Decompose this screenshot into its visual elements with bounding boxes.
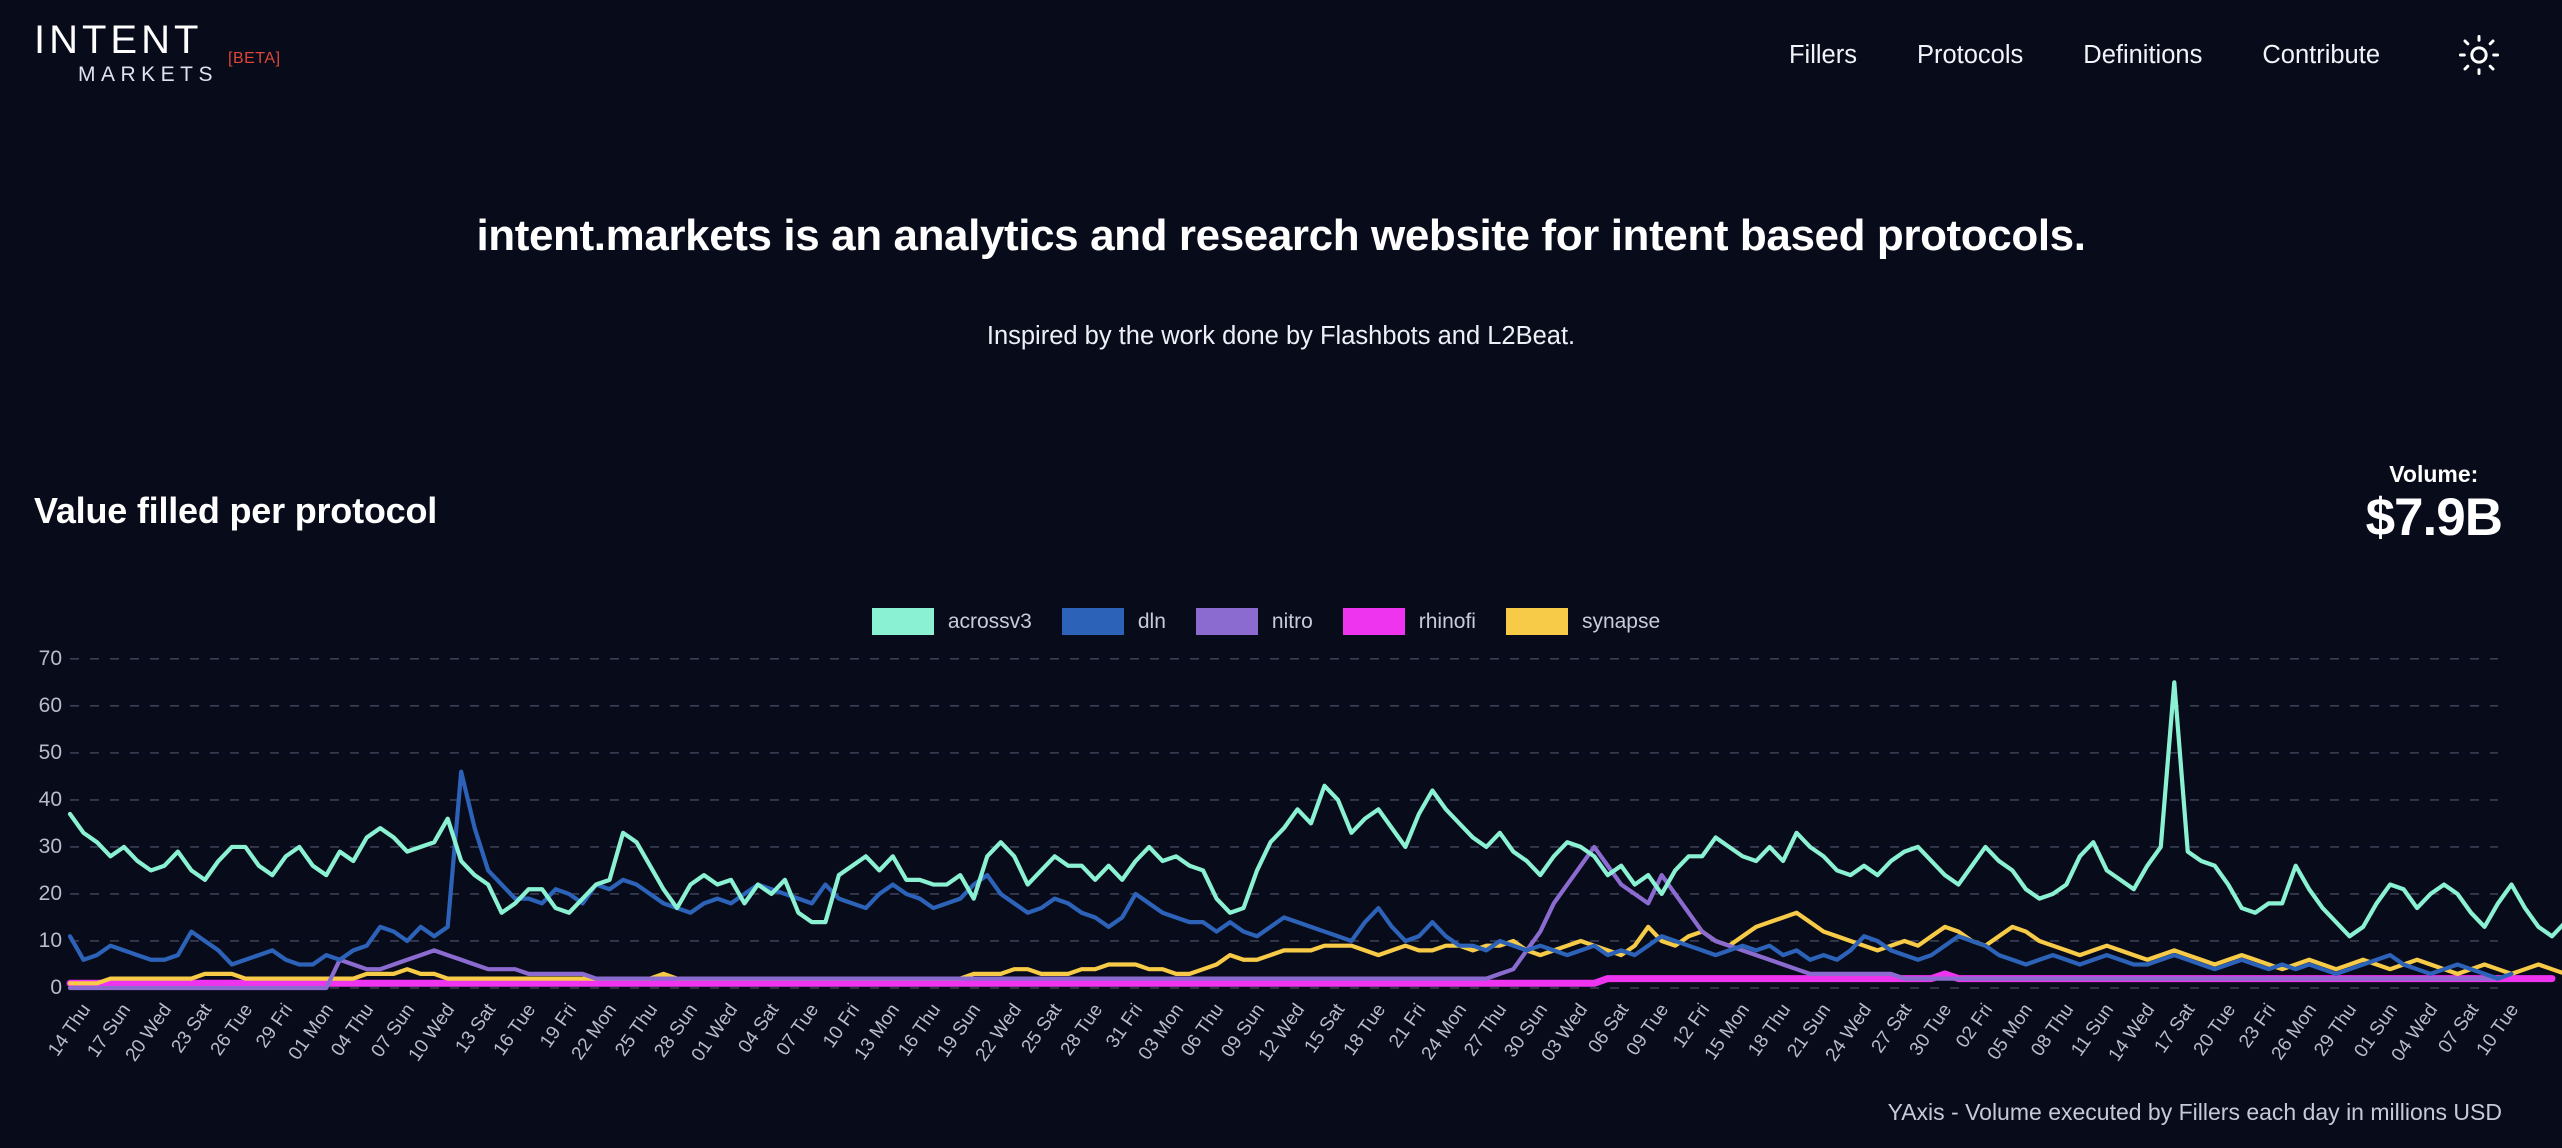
x-tick-label: 28 Tue <box>1056 1000 1107 1060</box>
legend-item-rhinofi[interactable]: rhinofi <box>1342 608 1476 635</box>
x-tick-label: 26 Tue <box>206 1000 258 1060</box>
page-title: intent.markets is an analytics and resea… <box>476 211 2086 260</box>
series-line-acrossv3[interactable] <box>67 680 2562 939</box>
sun-icon[interactable] <box>2456 32 2502 78</box>
legend-item-dln[interactable]: dln <box>1061 608 1166 635</box>
x-tick-label: 30 Tue <box>1906 1000 1957 1060</box>
legend-swatch-acrossv3 <box>871 608 934 635</box>
x-tick-label: 08 Thu <box>2027 1000 2079 1061</box>
legend-label-rhinofi: rhinofi <box>1418 609 1476 633</box>
y-tick-label: 60 <box>38 693 62 717</box>
volume-stat: Volume: $7.9B <box>2365 461 2503 549</box>
y-tick-label: 70 <box>38 646 62 670</box>
x-tick-label: 09 Tue <box>1622 1000 1674 1060</box>
chart-legend: acrossv3 dln nitro rhinofi synapse <box>0 608 2562 635</box>
y-tick-label: 10 <box>38 928 62 952</box>
brand-wordmark: INTENT MARKETS <box>34 20 218 90</box>
y-tick-label: 50 <box>38 740 62 764</box>
brand-name-bottom: MARKETS <box>78 62 219 86</box>
main-nav: Fillers Protocols Definitions Contribute <box>1759 32 2502 78</box>
y-tick-label: 30 <box>38 834 62 858</box>
hero-section: intent.markets is an analytics and resea… <box>0 210 2562 351</box>
y-tick-label: 20 <box>38 881 62 905</box>
series-line-dln[interactable] <box>67 769 2514 981</box>
legend-label-nitro: nitro <box>1271 609 1313 633</box>
page-subtitle: Inspired by the work done by Flashbots a… <box>986 321 1576 350</box>
x-tick-label: 16 Tue <box>489 1000 541 1060</box>
volume-label: Volume: <box>2389 461 2479 487</box>
line-chart[interactable] <box>0 636 2562 996</box>
legend-swatch-rhinofi <box>1342 608 1405 635</box>
legend-label-acrossv3: acrossv3 <box>947 609 1032 633</box>
legend-label-dln: dln <box>1137 609 1166 633</box>
legend-swatch-nitro <box>1195 608 1258 635</box>
nav-item-protocols[interactable]: Protocols <box>1916 40 2024 69</box>
beta-badge: [BETA] <box>228 49 281 67</box>
y-axis-labels: 0 10 20 30 40 50 60 70 <box>0 636 70 999</box>
x-tick-label: 07 Tue <box>773 1000 824 1060</box>
chart-footnote: YAxis - Volume executed by Fillers each … <box>1887 1099 2502 1125</box>
y-tick-label: 0 <box>50 976 62 999</box>
chart-plot-area[interactable] <box>0 636 2562 996</box>
y-tick-label: 40 <box>38 787 62 811</box>
nav-item-fillers[interactable]: Fillers <box>1788 40 1857 69</box>
legend-label-synapse: synapse <box>1581 609 1661 633</box>
legend-swatch-dln <box>1061 608 1124 635</box>
nav-item-contribute[interactable]: Contribute <box>2262 40 2380 69</box>
x-axis-labels: 14 Thu 17 Sun 20 Wed 23 Sat 26 Tue 29 Fri 01 M… <box>0 1000 2562 1086</box>
brand-logo[interactable]: INTENT MARKETS [BETA] <box>34 20 281 90</box>
brand-name-top: INTENT <box>34 17 203 62</box>
chart-header: Value filled per protocol Volume: $7.9B <box>0 461 2562 575</box>
legend-item-acrossv3[interactable]: acrossv3 <box>871 608 1032 635</box>
nav-item-definitions[interactable]: Definitions <box>2083 40 2203 69</box>
volume-value: $7.9B <box>2365 488 2503 547</box>
x-tick-label: 20 Tue <box>2189 1000 2240 1060</box>
site-header: INTENT MARKETS [BETA] Fillers Protocols … <box>0 0 2562 110</box>
x-tick-label: 18 Tue <box>1339 1000 1391 1060</box>
chart-title: Value filled per protocol <box>34 490 438 531</box>
legend-item-synapse[interactable]: synapse <box>1505 608 1661 635</box>
legend-swatch-synapse <box>1505 608 1568 635</box>
legend-item-nitro[interactable]: nitro <box>1195 608 1313 635</box>
series-line-nitro[interactable] <box>67 844 2501 991</box>
series-line-synapse[interactable] <box>67 910 2562 986</box>
